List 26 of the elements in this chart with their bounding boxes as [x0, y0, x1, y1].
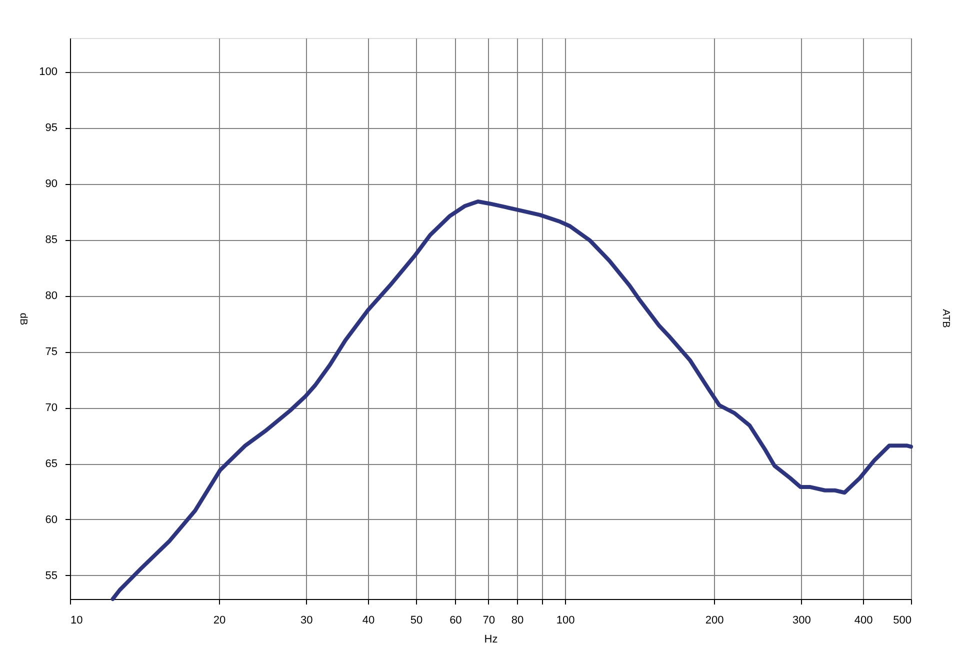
x-tick-label: 30: [300, 614, 313, 626]
x-axis-title: Hz: [484, 634, 498, 646]
y-tick-label: 90: [45, 178, 58, 190]
x-tick-label: 400: [854, 614, 873, 626]
y-tick-label: 70: [45, 402, 58, 414]
y-tick-label: 60: [45, 514, 58, 526]
x-tick-label: 10: [70, 614, 83, 626]
y-tick-label: 55: [45, 570, 58, 582]
y-tick-label: 95: [45, 122, 58, 134]
x-tick-label: 50: [410, 614, 423, 626]
x-tick-label: 20: [213, 614, 226, 626]
x-tick-label: 200: [705, 614, 724, 626]
y-tick-label: 75: [45, 346, 58, 358]
x-tick-label: 80: [511, 614, 524, 626]
y-axis-title: dB: [18, 312, 28, 326]
x-tick-label: 70: [482, 614, 495, 626]
y-tick-label: 100: [39, 66, 58, 78]
y2-axis-title: ATB: [940, 309, 951, 328]
x-tick-label: 300: [792, 614, 811, 626]
x-tick-label: 500: [893, 614, 912, 626]
x-tick-label: 60: [450, 614, 462, 626]
y-tick-label: 85: [45, 234, 58, 246]
x-tick-label: 40: [362, 614, 375, 626]
y-tick-label: 80: [45, 290, 58, 302]
y-tick-label: 65: [45, 458, 58, 470]
x-tick-label: 100: [556, 614, 575, 626]
